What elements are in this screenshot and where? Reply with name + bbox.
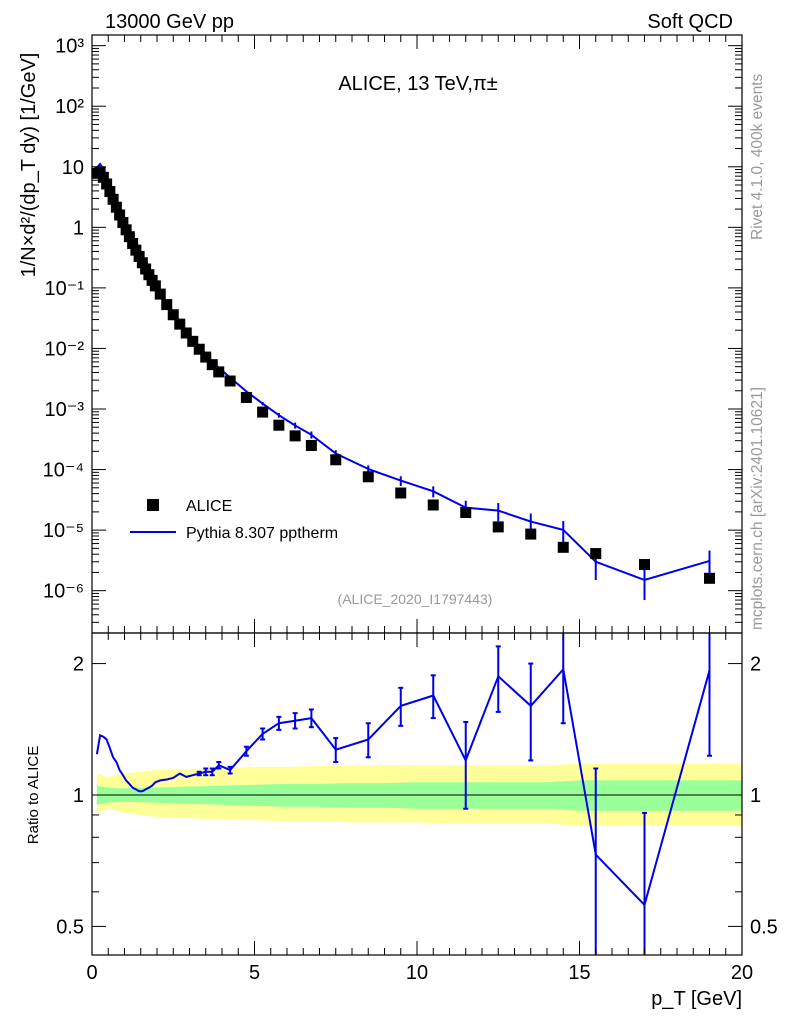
alice-point: [133, 250, 145, 262]
alice-point: [206, 359, 218, 371]
main-y-tick-label: 10⁻¹: [45, 278, 85, 300]
x-axis-label: p_T [GeV]: [651, 988, 742, 1010]
alice-point: [704, 572, 715, 584]
alice-point: [154, 288, 166, 300]
header-right: Soft QCD: [647, 11, 733, 33]
alice-point: [193, 343, 205, 355]
ratio-plot: 0.5 0.5 1 1 2 2 0 5 10 15 20 Ratio to ALICE p_T […: [25, 632, 778, 1010]
mcplots-label: mcplots.cern.ch [arXiv:2401.10621]: [749, 387, 766, 630]
main-y-tick-label: 10²: [55, 96, 84, 118]
alice-point: [362, 471, 374, 483]
ratio-marks: [95, 633, 712, 955]
alice-point: [289, 430, 301, 442]
main-y-ticks: 10⁻⁶ 10⁻⁵ 10⁻⁴ 10⁻³ 10⁻² 10⁻¹ 1 10 10² 10³: [43, 36, 742, 634]
main-marks: [91, 162, 715, 601]
alice-point: [180, 327, 192, 339]
alice-point: [120, 224, 132, 236]
ratio-x-ticks: 0 5 10 15 20: [86, 633, 753, 984]
rivet-label: Rivet 4.1.0, 400k events: [749, 73, 766, 240]
alice-point: [114, 209, 126, 221]
header-left: 13000 GeV pp: [105, 11, 234, 33]
alice-point: [200, 351, 212, 363]
alice-point: [130, 244, 142, 256]
alice-point: [330, 454, 342, 466]
ratio-y-ticks: 0.5 0.5 1 1 2 2: [56, 654, 778, 939]
x-tick-label: 5: [249, 962, 260, 984]
alice-point: [639, 559, 650, 571]
main-y-tick-label: 10⁻²: [45, 338, 85, 360]
alice-point: [395, 487, 407, 499]
alice-point: [161, 299, 173, 311]
alice-point: [273, 419, 285, 431]
main-y-tick-label: 10⁻⁴: [43, 460, 84, 482]
alice-point: [257, 406, 269, 418]
x-tick-label: 10: [406, 962, 428, 984]
alice-point: [107, 193, 119, 205]
alice-point: [97, 171, 109, 183]
main-y-label: 1/N×d²/(dp_T dy) [1/GeV]: [18, 53, 40, 278]
ratio-y-tick-label: 0.5: [750, 916, 778, 938]
ratio-band-stat: [96, 780, 742, 811]
main-y-tick-label: 10⁻⁵: [43, 520, 84, 542]
alice-point: [123, 231, 135, 243]
main-y-tick-label: 10: [62, 157, 84, 179]
main-y-tick-label: 1: [73, 217, 84, 239]
ratio-line: [95, 667, 711, 907]
alice-point: [460, 507, 472, 519]
alice-point: [149, 280, 161, 292]
alice-point: [104, 186, 116, 198]
alice-point: [110, 201, 122, 213]
ratio-y-tick-label: 0.5: [56, 916, 84, 938]
alice-point: [213, 366, 225, 378]
legend: ALICE Pythia 8.307 pptherm: [130, 498, 338, 542]
ratio-y-label: Ratio to ALICE: [25, 746, 42, 844]
alice-point: [492, 521, 504, 533]
alice-point: [305, 439, 317, 451]
pythia-line: [96, 162, 710, 582]
x-tick-label: 15: [568, 962, 590, 984]
alice-point: [427, 499, 439, 511]
ratio-y-tick-label: 1: [73, 785, 84, 807]
x-tick-label: 0: [86, 962, 97, 984]
alice-point: [140, 263, 152, 275]
ratio-y-tick-label: 2: [73, 654, 84, 676]
ratio-y-tick-label: 2: [750, 654, 761, 676]
alice-point: [101, 178, 113, 190]
alice-point: [525, 528, 537, 540]
alice-point: [127, 238, 139, 250]
legend-marker-alice: [147, 499, 159, 511]
legend-label-alice: ALICE: [186, 498, 232, 515]
alice-point: [174, 318, 186, 330]
main-y-tick-label: 10⁻⁶: [43, 581, 84, 603]
alice-point: [240, 391, 252, 403]
alice-point: [136, 257, 148, 269]
main-x-ticks: [91, 35, 743, 633]
alice-point: [187, 335, 199, 347]
x-tick-label: 20: [731, 962, 753, 984]
alice-point: [224, 375, 236, 387]
alice-point: [167, 309, 179, 321]
alice-point: [557, 541, 569, 553]
alice-point: [590, 548, 602, 560]
legend-label-pythia: Pythia 8.307 pptherm: [186, 525, 338, 542]
alice-point: [143, 269, 155, 281]
main-plot: 10⁻⁶ 10⁻⁵ 10⁻⁴ 10⁻³ 10⁻² 10⁻¹ 1 10 10² 10³ ALICE,…: [18, 34, 743, 634]
main-y-tick-label: 10⁻³: [45, 399, 85, 421]
main-y-tick-label: 10³: [55, 36, 84, 58]
ratio-y-tick-label: 1: [750, 785, 761, 807]
analysis-id: (ALICE_2020_I1797443): [338, 591, 493, 607]
alice-point: [117, 217, 129, 229]
plot-title: ALICE, 13 TeV,π±: [338, 73, 497, 95]
